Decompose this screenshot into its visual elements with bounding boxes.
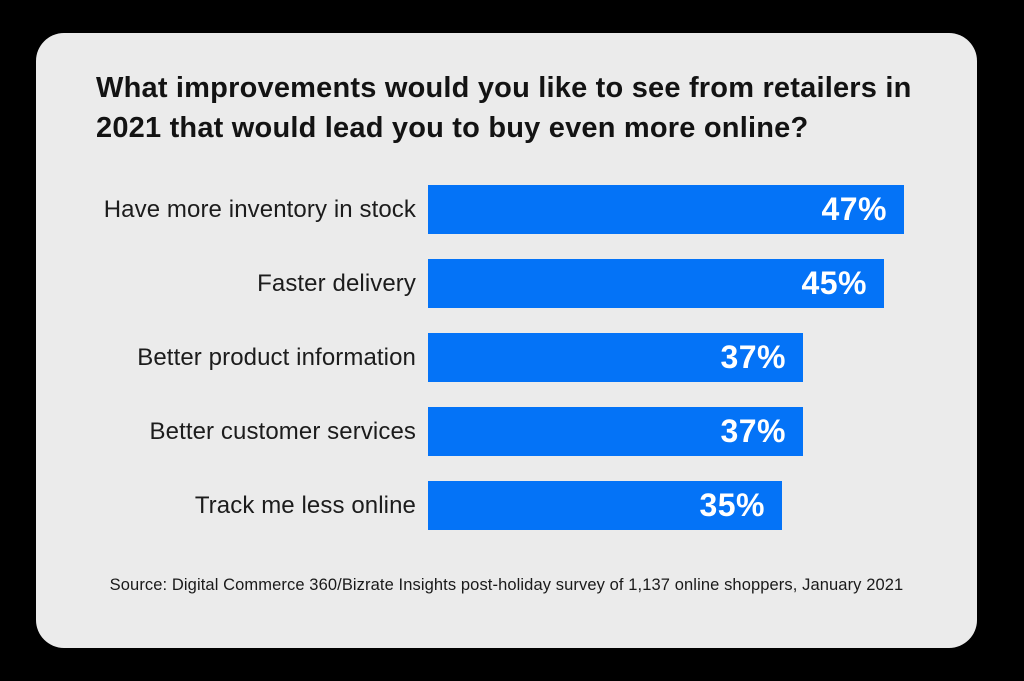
bar-value-label: 45% xyxy=(801,265,867,301)
bar-value-label: 37% xyxy=(720,413,786,449)
bar: 35% xyxy=(428,481,782,530)
chart-row: Track me less online 35% xyxy=(80,481,960,530)
bar: 37% xyxy=(428,407,803,456)
bar-value-label: 37% xyxy=(720,339,786,375)
bar: 47% xyxy=(428,185,904,234)
bar-value-label: 47% xyxy=(821,191,887,227)
bar: 37% xyxy=(428,333,803,382)
bar-value-label: 35% xyxy=(699,487,765,523)
category-label: Better product information xyxy=(137,343,416,371)
chart-row: Better customer services 37% xyxy=(80,407,960,456)
category-label: Better customer services xyxy=(149,417,416,445)
chart-row: Faster delivery 45% xyxy=(80,259,960,308)
category-label: Have more inventory in stock xyxy=(103,195,416,223)
bar-chart: Have more inventory in stock 47% Faster de… xyxy=(80,185,960,530)
chart-row: Have more inventory in stock 47% xyxy=(80,185,960,234)
chart-row: Better product information 37% xyxy=(80,333,960,382)
category-label: Track me less online xyxy=(194,491,416,519)
chart-card: What improvements would you like to see … xyxy=(36,33,977,648)
bar: 45% xyxy=(428,259,884,308)
chart-title: What improvements would you like to see … xyxy=(96,72,912,144)
source-attribution: Source: Digital Commerce 360/Bizrate Ins… xyxy=(109,576,904,594)
category-label: Faster delivery xyxy=(257,269,416,297)
